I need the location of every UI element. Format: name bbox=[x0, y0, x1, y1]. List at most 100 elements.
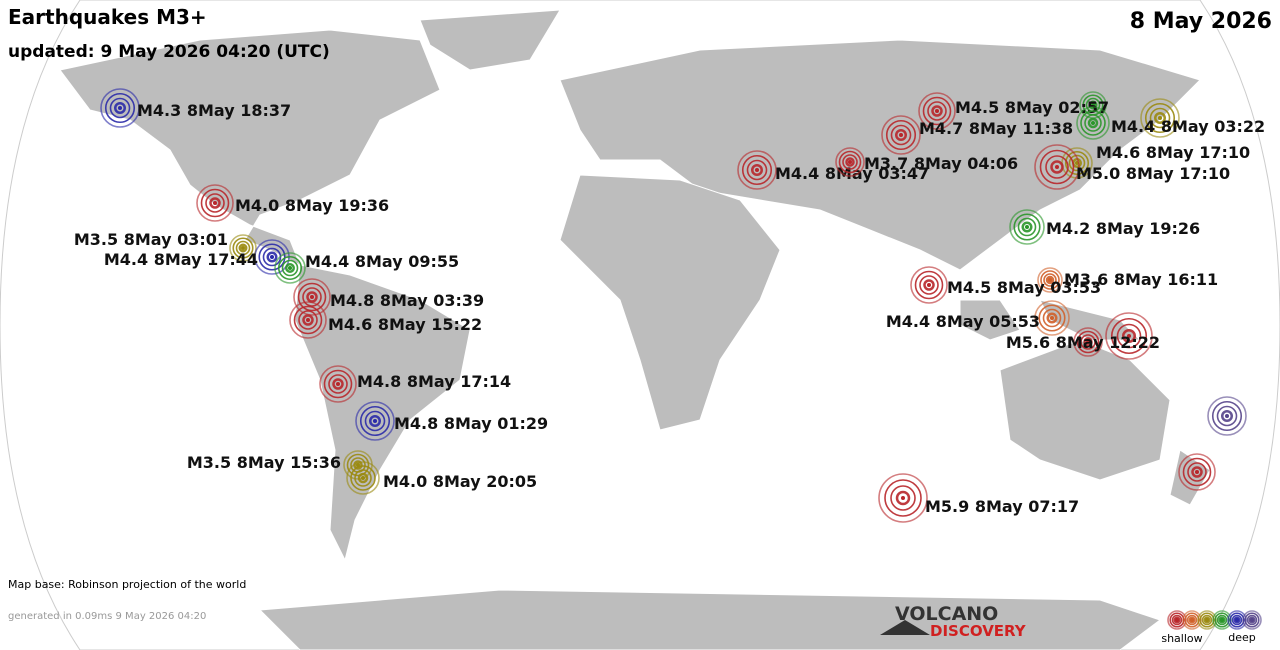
ring bbox=[1083, 337, 1093, 347]
center bbox=[901, 496, 905, 500]
center bbox=[1220, 618, 1224, 622]
quake-marker bbox=[229, 234, 257, 262]
logo-icon bbox=[880, 620, 930, 635]
ring bbox=[1013, 213, 1041, 241]
quake-label: M4.4 8May 17:44 bbox=[104, 250, 258, 269]
ring bbox=[737, 150, 777, 190]
center bbox=[361, 476, 365, 480]
quake-marker bbox=[1076, 106, 1110, 140]
quake-marker bbox=[274, 252, 306, 284]
quake-marker bbox=[1105, 312, 1153, 360]
ring bbox=[350, 465, 376, 491]
quake-label: M4.4 8May 03:47 bbox=[775, 164, 929, 183]
ring bbox=[835, 147, 865, 177]
quake-marker bbox=[100, 88, 140, 128]
ring bbox=[1037, 267, 1063, 293]
quake-marker bbox=[1207, 396, 1247, 436]
center bbox=[1225, 414, 1229, 418]
quake-label: M4.7 8May 11:38 bbox=[919, 119, 1073, 138]
quake-marker bbox=[1034, 300, 1070, 336]
legend-deep: deep bbox=[1228, 631, 1256, 644]
quake-marker bbox=[346, 461, 380, 495]
ring bbox=[1233, 616, 1241, 624]
center bbox=[1195, 470, 1199, 474]
ring bbox=[302, 287, 322, 307]
center bbox=[848, 160, 852, 164]
ring bbox=[842, 154, 858, 170]
ring bbox=[355, 401, 395, 441]
ring bbox=[114, 102, 126, 114]
center bbox=[1086, 340, 1090, 344]
legend bbox=[1167, 610, 1262, 630]
center bbox=[1048, 278, 1052, 282]
ring bbox=[274, 252, 306, 284]
land bbox=[59, 9, 1211, 650]
quake-marker bbox=[1009, 209, 1045, 245]
ring bbox=[346, 461, 380, 495]
ring bbox=[359, 405, 391, 437]
center bbox=[1091, 121, 1095, 125]
ring bbox=[1171, 614, 1183, 626]
center bbox=[306, 318, 310, 322]
quake-marker bbox=[1073, 327, 1103, 357]
ring bbox=[1084, 114, 1102, 132]
quake-marker bbox=[910, 266, 948, 304]
center bbox=[1175, 618, 1179, 622]
ring bbox=[354, 469, 372, 487]
ring bbox=[285, 263, 295, 273]
ring bbox=[369, 415, 381, 427]
ring bbox=[919, 275, 939, 295]
center bbox=[373, 419, 377, 423]
quake-label: M5.6 8May 12:22 bbox=[1006, 333, 1160, 352]
logo-bottom: DISCOVERY bbox=[930, 622, 1027, 640]
updated: updated: 9 May 2026 04:20 (UTC) bbox=[8, 42, 330, 62]
ring bbox=[200, 188, 230, 218]
ring bbox=[1122, 329, 1136, 343]
quake-marker bbox=[1034, 144, 1080, 190]
ring bbox=[1076, 330, 1100, 354]
ring bbox=[1140, 98, 1180, 138]
quake-label: M4.5 8May 03:53 bbox=[947, 278, 1101, 297]
ring bbox=[1173, 616, 1181, 624]
ring bbox=[357, 472, 369, 484]
ring bbox=[1216, 405, 1238, 427]
ring bbox=[332, 378, 344, 390]
ring bbox=[258, 243, 286, 271]
ring bbox=[232, 237, 254, 259]
quake-marker bbox=[918, 92, 956, 130]
ring bbox=[1203, 616, 1211, 624]
ring bbox=[1076, 106, 1110, 140]
quake-marker bbox=[737, 150, 777, 190]
ring bbox=[741, 154, 773, 186]
quake-label: M5.9 8May 07:17 bbox=[925, 497, 1079, 516]
ring bbox=[1191, 466, 1203, 478]
quake-label: M3.7 8May 04:06 bbox=[864, 154, 1018, 173]
center bbox=[1050, 316, 1054, 320]
ring bbox=[922, 96, 952, 126]
ring bbox=[1045, 275, 1055, 285]
quake-label: M4.5 8May 02:57 bbox=[955, 98, 1109, 117]
ring bbox=[918, 92, 956, 130]
ring bbox=[302, 314, 314, 326]
title: Earthquakes M3+ bbox=[8, 5, 207, 29]
ring bbox=[297, 282, 327, 312]
center bbox=[1250, 618, 1254, 622]
quake-marker bbox=[1242, 610, 1262, 630]
center bbox=[1091, 103, 1095, 107]
ring bbox=[100, 88, 140, 128]
logo-top: VOLCANO bbox=[895, 603, 998, 625]
quake-marker bbox=[1140, 98, 1180, 138]
ring bbox=[1068, 154, 1086, 172]
ring bbox=[289, 301, 327, 339]
quake-marker bbox=[289, 301, 327, 339]
center bbox=[1025, 225, 1029, 229]
ring bbox=[881, 115, 921, 155]
ring bbox=[235, 240, 251, 256]
ring bbox=[1009, 209, 1045, 245]
quake-label: M3.5 8May 15:36 bbox=[187, 453, 341, 472]
ring bbox=[895, 129, 907, 141]
quake-marker bbox=[319, 365, 357, 403]
ring bbox=[1144, 102, 1176, 134]
